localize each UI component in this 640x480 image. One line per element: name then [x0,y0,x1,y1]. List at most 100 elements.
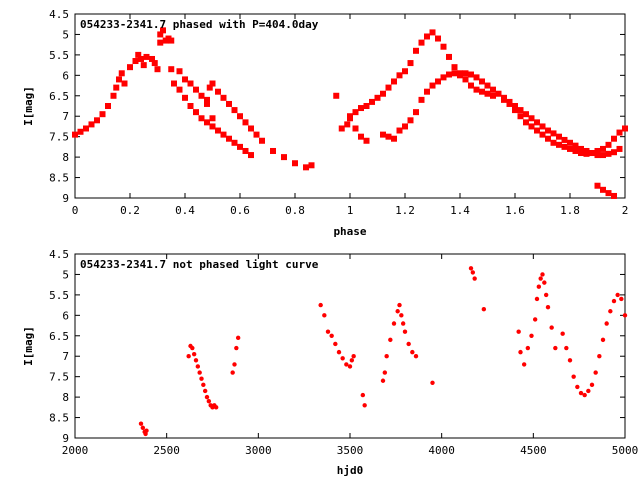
data-point [518,349,523,355]
data-point [572,147,579,154]
data-point [479,78,485,85]
x-tick-label: 2000 [62,444,89,457]
data-point [259,137,265,144]
data-point [347,113,353,120]
x-tick-label: 2 [622,204,629,217]
data-point [121,80,128,87]
y-tick-label: 9 [62,432,69,445]
data-point [473,74,480,81]
data-point [517,113,524,120]
x-tick-label: 4000 [428,444,455,457]
y-tick-label: 4.5 [49,248,69,261]
axis-ticks: 2000 2500 3000 3500 4000 4500 5000 4.5 5 5.5 6 6.5 7… [49,248,638,457]
data-point [344,362,349,367]
data-point [528,115,535,122]
data-point [396,127,403,134]
data-point [395,309,400,314]
data-point [347,364,353,369]
data-point [209,115,216,122]
y-tick-label: 8.5 [49,172,69,185]
data-point [462,70,469,77]
data-point [226,135,232,142]
data-point [611,149,617,156]
data-point [333,92,340,99]
data-point [516,329,521,334]
data-point [83,125,89,132]
data-point [529,333,534,338]
data-point [564,345,569,351]
data-point [424,88,430,95]
data-point [209,123,216,130]
data-point [561,136,568,143]
data-point [622,313,628,318]
data-point [198,115,205,122]
data-point [88,121,95,128]
data-point [318,302,323,308]
data-point [322,313,327,318]
data-point [605,141,612,148]
y-tick-label: 7 [62,350,69,363]
data-point [424,33,430,40]
data-point [578,145,584,152]
data-point [396,72,403,79]
data-point [308,162,315,169]
data-point [407,60,414,67]
data-point [468,71,474,78]
data-point [616,145,623,152]
y-tick-label: 8 [62,151,69,164]
data-point [352,109,359,116]
data-point [556,141,562,148]
data-point [413,354,419,359]
data-point [600,186,606,193]
y-tick-label: 5 [62,28,69,41]
data-point [388,337,393,343]
data-point [237,113,243,120]
data-point [536,284,542,289]
data-point [193,358,199,363]
data-point [619,296,624,302]
data-point [204,119,210,126]
data-point [138,421,144,426]
data-point [413,47,419,54]
data-point [215,127,221,134]
data-point [385,133,392,140]
data-point [521,362,527,367]
data-point [292,160,298,167]
data-point [149,55,155,62]
x-tick-label: 0 [72,204,79,217]
data-point [549,325,554,330]
data-point [473,86,480,93]
data-point [380,378,386,383]
data-point [113,84,120,91]
data-point [407,117,414,124]
x-tick-label: 0.8 [285,204,305,217]
data-point [594,147,601,154]
data-point [270,147,276,154]
data-point [391,321,397,326]
raw-light-curve-chart: 2000 2500 3000 3500 4000 4500 5000 4.5 5 5.5 6 6.5 7… [22,248,638,477]
data-point [534,296,540,302]
data-point [534,127,540,134]
data-point [220,94,227,101]
data-point [440,74,447,81]
data-point [344,121,351,128]
data-point [540,272,545,277]
data-point [553,345,558,351]
x-tick-label: 1.4 [450,204,470,217]
y-tick-label: 7.5 [49,131,69,144]
chart-title: 054233-2341.7 not phased light curve [80,258,319,271]
data-point [193,86,199,93]
data-point [232,362,237,367]
data-point [351,354,356,359]
data-point [72,131,78,138]
data-point [230,370,235,375]
data-point [235,335,241,341]
data-point [186,354,191,359]
y-tick-label: 4.5 [49,8,69,21]
data-point [470,270,476,275]
data-point [440,43,447,50]
data-point [605,190,612,197]
y-axis-label: I[mag] [22,86,35,126]
x-tick-label: 0.4 [175,204,195,217]
data-point [512,107,518,114]
